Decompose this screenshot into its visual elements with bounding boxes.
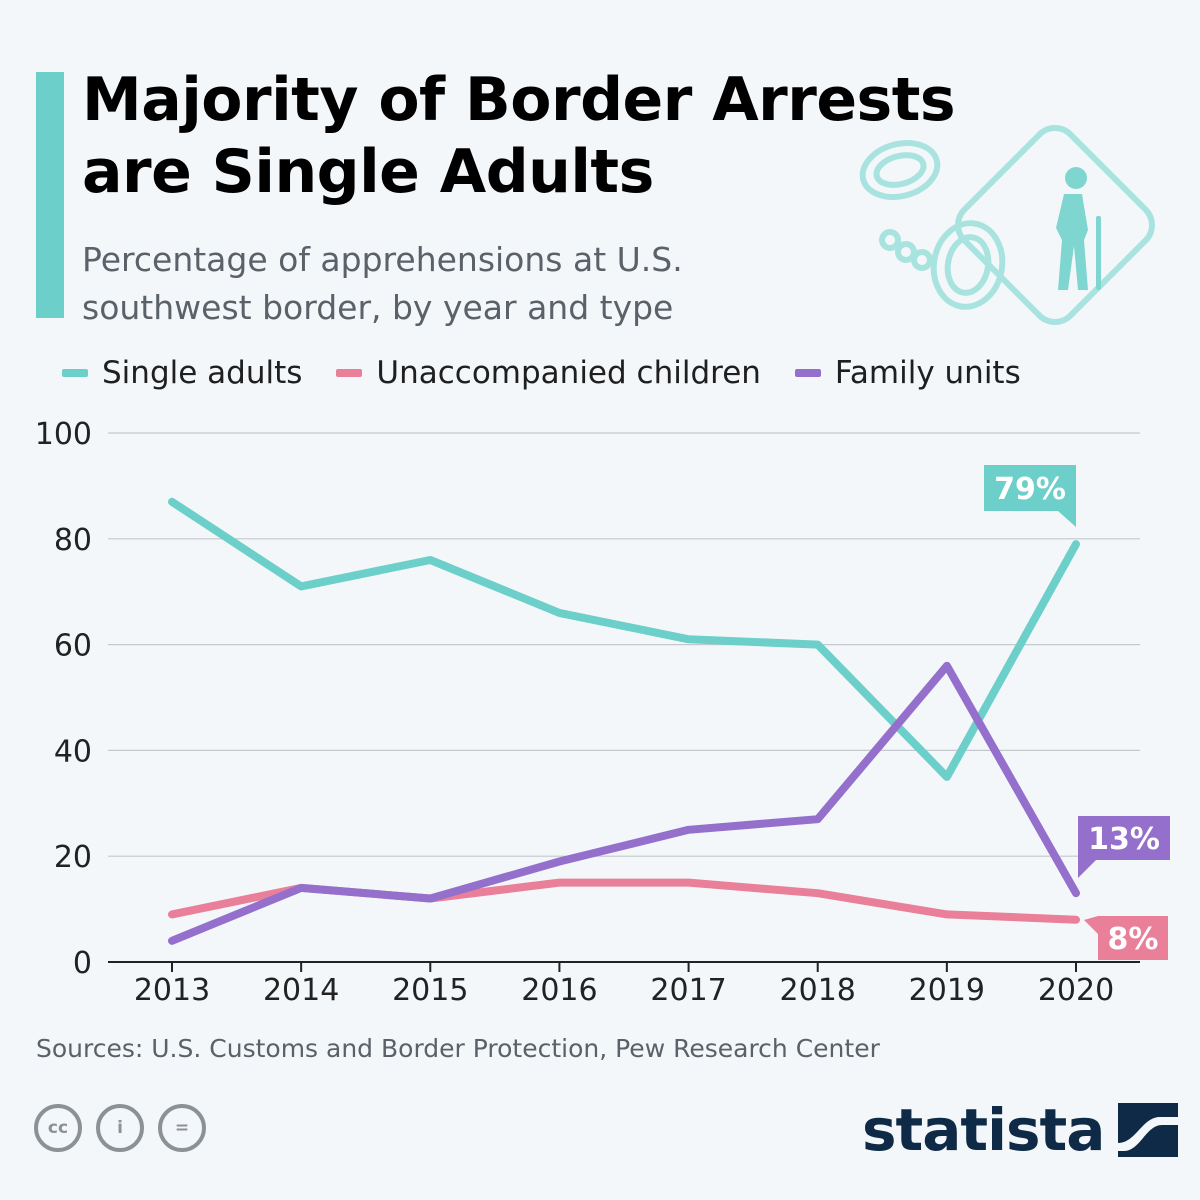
end-label-family-units: 13% <box>1078 816 1170 878</box>
y-tick-label: 20 <box>54 840 92 875</box>
statista-logo-icon <box>1118 1103 1179 1157</box>
cc-icon: cc <box>34 1104 82 1152</box>
source-note: Sources: U.S. Customs and Border Protect… <box>36 1034 880 1063</box>
end-label-box <box>1078 816 1170 860</box>
y-tick-label: 0 <box>73 946 92 981</box>
y-tick-label: 40 <box>54 734 92 769</box>
brand-name: statista <box>862 1096 1105 1164</box>
legend-item-unaccompanied-children: Unaccompanied children <box>336 355 761 391</box>
series-line-single-adults <box>168 497 1080 781</box>
legend-label-family-units: Family units <box>834 355 1021 391</box>
x-tick-label: 2019 <box>909 973 985 1008</box>
end-label-pointer <box>1084 916 1098 934</box>
x-tick-label: 2015 <box>392 973 468 1008</box>
legend-label-unaccompanied-children: Unaccompanied children <box>376 355 761 391</box>
page-title: Majority of Border Arrests are Single Ad… <box>82 65 956 207</box>
legend-label-single-adults: Single adults <box>102 355 303 391</box>
end-label-text: 8% <box>1108 922 1159 957</box>
attribution-icon: i <box>96 1104 144 1152</box>
x-tick-label: 2013 <box>134 973 210 1008</box>
y-tick-label: 100 <box>35 417 92 452</box>
end-label-text: 13% <box>1088 822 1160 857</box>
legend-swatch-unaccompanied-children <box>336 369 363 377</box>
legend-item-single-adults: Single adults <box>62 355 302 391</box>
end-label-pointer <box>1078 860 1096 878</box>
accent-bar <box>36 72 64 318</box>
no-derivatives-icon: = <box>158 1104 206 1152</box>
license-icons: cc i = <box>34 1104 206 1152</box>
handcuff-icon <box>859 140 941 200</box>
legend-swatch-family-units <box>794 369 821 377</box>
x-tick-label: 2018 <box>780 973 856 1008</box>
x-tick-label: 2014 <box>263 973 339 1008</box>
chart-legend: Single adults Unaccompanied children Fam… <box>62 350 1055 396</box>
series-line-family-units <box>168 661 1080 945</box>
x-tick-label: 2020 <box>1038 973 1114 1008</box>
y-tick-label: 60 <box>54 629 92 664</box>
end-label-unaccompanied-children: 8% <box>1084 916 1168 960</box>
handcuffs-pedestrian-illustration <box>859 125 1155 325</box>
legend-swatch-single-adults <box>62 369 88 377</box>
legend-item-family-units: Family units <box>794 355 1021 391</box>
page-subtitle: Percentage of apprehensions at U.S. sout… <box>82 240 683 327</box>
end-label-text: 79% <box>994 472 1066 507</box>
statista-brand[interactable]: statista <box>862 1096 1179 1164</box>
x-tick-label: 2017 <box>650 973 726 1008</box>
end-label-box <box>1098 916 1168 960</box>
y-tick-label: 80 <box>54 523 92 558</box>
x-tick-label: 2016 <box>521 973 597 1008</box>
pedestrian-icon <box>1056 167 1101 290</box>
end-label-box <box>984 465 1076 511</box>
end-label-single-adults: 79% <box>984 465 1076 527</box>
end-label-pointer <box>1058 511 1076 527</box>
